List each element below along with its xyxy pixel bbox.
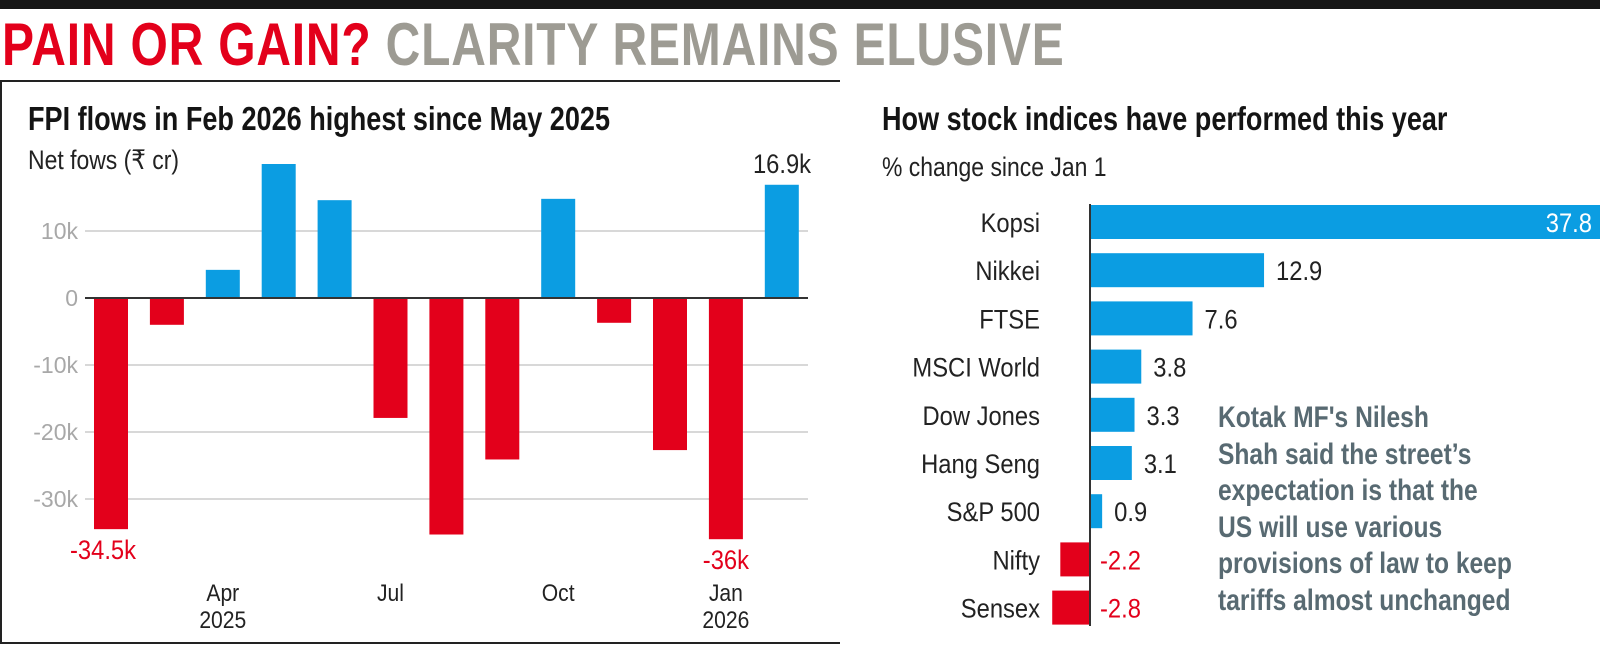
indices-chart-title: How stock indices have performed this ye…: [882, 100, 1448, 137]
data-label: -36k: [703, 546, 749, 576]
y-tick-label: -20k: [33, 419, 78, 445]
x-tick-label: Oct: [542, 580, 576, 607]
quote-line: expectation is that the: [1218, 474, 1478, 507]
fpi-chart-title: FPI flows in Feb 2026 highest since May …: [28, 100, 611, 137]
value-label: -2.8: [1100, 594, 1141, 624]
x-tick-label: Apr: [206, 580, 239, 607]
bar-nov-2025: [597, 298, 632, 323]
value-label: 3.1: [1144, 450, 1177, 480]
bar-msci-world: [1090, 349, 1142, 384]
value-label: 7.6: [1205, 305, 1238, 335]
bar-sensex: [1052, 590, 1090, 625]
bar-oct-2025: [541, 198, 576, 298]
x-tick-label: 2025: [199, 607, 246, 634]
bar-s-p-500: [1090, 494, 1103, 529]
fpi-chart-ylabel: Net fows (₹ cr): [28, 145, 180, 175]
bar-apr-2025: [205, 269, 240, 298]
category-label: Nikkei: [975, 257, 1040, 287]
fpi-panel: [0, 80, 840, 644]
category-label: Hang Seng: [921, 450, 1040, 480]
x-tick-label: 2026: [702, 607, 749, 634]
bar-feb-2026: [764, 184, 799, 298]
value-label: 3.8: [1153, 353, 1186, 383]
value-label: 37.8: [1546, 209, 1592, 239]
y-tick-label: -30k: [33, 486, 78, 512]
bar-ftse: [1090, 301, 1193, 336]
bar-dec-2025: [653, 298, 687, 451]
category-label: Kopsi: [981, 209, 1040, 239]
quote-line: provisions of law to keep: [1218, 547, 1512, 580]
category-label: FTSE: [979, 305, 1040, 335]
quote-line: tariffs almost unchanged: [1218, 583, 1511, 617]
quote-line: US will use various: [1218, 510, 1443, 544]
bar-may-2025: [261, 164, 296, 298]
data-label: -34.5k: [70, 536, 136, 566]
category-label: MSCI World: [912, 353, 1040, 383]
bar-sep-2025: [485, 298, 520, 460]
x-tick-label: Jan: [709, 580, 743, 607]
bar-dow-jones: [1090, 397, 1135, 432]
bar-kopsi: [1090, 205, 1600, 239]
bar-jul-2025: [373, 298, 408, 418]
bar-jan-2026: [708, 298, 743, 540]
top-rule: [0, 0, 1600, 9]
bar-nikkei: [1090, 253, 1265, 288]
category-label: Dow Jones: [923, 401, 1040, 431]
headline-part2: CLARITY REMAINS ELUSIVE: [385, 11, 1065, 78]
value-label: -2.2: [1100, 546, 1141, 576]
bar-mar-2025: [149, 298, 184, 325]
bar-aug-2025: [429, 298, 464, 535]
bar-hang-seng: [1090, 446, 1132, 480]
quote-line: Shah said the street’s: [1218, 437, 1472, 471]
headline: PAIN OR GAIN? CLARITY REMAINS ELUSIVE: [2, 14, 1065, 76]
indices-chart-subtitle: % change since Jan 1: [882, 152, 1107, 182]
y-tick-label: 0: [65, 285, 78, 311]
value-label: 3.3: [1147, 401, 1180, 431]
value-label: 12.9: [1276, 257, 1322, 287]
y-tick-label: 10k: [41, 218, 79, 244]
data-label: 16.9k: [753, 149, 811, 179]
quote-line: Kotak MF's Nilesh: [1218, 401, 1429, 434]
headline-part1: PAIN OR GAIN?: [2, 11, 372, 78]
y-tick-label: -10k: [33, 352, 78, 378]
quote-block: Kotak MF's Nilesh Shah said the street’s…: [1218, 400, 1512, 619]
bar-jun-2025: [317, 200, 352, 298]
category-label: Sensex: [961, 594, 1040, 624]
x-tick-label: Jul: [377, 580, 404, 607]
value-label: 0.9: [1114, 498, 1147, 528]
bar-feb-2025: [94, 298, 128, 530]
category-label: S&P 500: [947, 498, 1040, 528]
bar-nifty: [1060, 542, 1090, 577]
category-label: Nifty: [992, 546, 1040, 576]
